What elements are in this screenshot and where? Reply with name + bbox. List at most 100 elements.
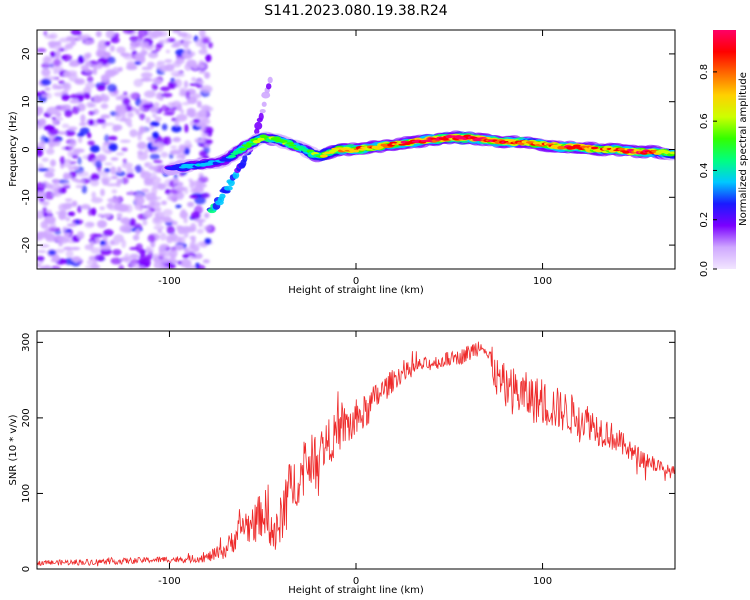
noise-blob: [142, 219, 148, 226]
noise-blob: [100, 114, 111, 119]
noise-blob: [100, 103, 109, 109]
noise-blob: [81, 66, 90, 71]
noise-blob: [171, 259, 178, 264]
noise-blob: [140, 71, 153, 79]
noise-blob: [181, 152, 186, 161]
noise-blob: [107, 70, 119, 75]
noise-blob: [183, 217, 188, 224]
noise-blob: [187, 144, 193, 148]
noise-blob: [145, 246, 151, 253]
noise-blob: [111, 189, 118, 194]
noise-blob: [52, 58, 63, 68]
noise-blob: [95, 49, 105, 58]
noise-blob: [149, 200, 156, 205]
bottom-plot-frame: [36, 330, 676, 570]
noise-blob: [41, 157, 49, 162]
top-y-axis-label: Frequency (Hz): [8, 111, 19, 187]
bottom-x-tick-label: 0: [353, 576, 359, 587]
colorbar-tick-label: 0.2: [699, 212, 710, 228]
noise-blob: [46, 106, 59, 116]
noise-blob: [119, 139, 131, 143]
noise-blob: [132, 234, 140, 241]
noise-blob: [79, 122, 87, 127]
ridge-blob: [440, 137, 449, 141]
noise-blob: [166, 226, 176, 235]
noise-blob: [69, 99, 82, 104]
noise-blob: [105, 30, 115, 39]
top-y-tick-label: -20: [21, 237, 32, 253]
noise-blob: [69, 246, 81, 251]
noise-blob: [197, 109, 208, 118]
noise-blob: [164, 188, 171, 195]
noise-blob: [115, 152, 125, 156]
noise-blob: [158, 250, 166, 258]
noise-blob: [89, 145, 100, 153]
noise-blob: [104, 134, 110, 143]
noise-blob: [135, 97, 142, 107]
noise-blob: [86, 101, 94, 108]
noise-blob: [90, 61, 100, 65]
noise-blob: [202, 139, 213, 145]
noise-blob: [153, 253, 159, 260]
branch-blob: [242, 154, 248, 163]
noise-blob: [43, 171, 55, 178]
noise-blob: [189, 195, 199, 199]
noise-blob: [62, 83, 70, 89]
colorbar-ticks: 0.0 0.2 0.4 0.6 0.8: [699, 64, 717, 277]
noise-blob: [64, 232, 70, 238]
noise-blob: [74, 78, 86, 85]
noise-blob: [154, 215, 161, 223]
noise-blob: [181, 225, 192, 234]
noise-blob: [60, 55, 68, 60]
noise-blob: [136, 249, 148, 254]
noise-blob: [167, 81, 178, 90]
noise-blob: [136, 141, 147, 150]
noise-blob: [86, 76, 94, 83]
noise-blob: [115, 96, 122, 101]
noise-blob: [204, 212, 210, 219]
noise-blob: [170, 145, 178, 149]
noise-blob: [62, 174, 72, 180]
noise-blob: [199, 30, 206, 38]
noise-blob: [99, 244, 112, 250]
noise-blob: [90, 197, 103, 204]
ridge-blob: [590, 146, 599, 150]
noise-blob: [61, 123, 70, 129]
noise-blob: [155, 196, 162, 200]
bottom-x-tick-label: -100: [158, 576, 181, 587]
noise-blob: [68, 126, 78, 131]
noise-blob: [52, 83, 58, 90]
noise-blob: [109, 45, 115, 52]
noise-blob: [58, 203, 68, 212]
noise-blob: [39, 118, 47, 126]
noise-blob: [49, 141, 56, 148]
noise-blob: [135, 108, 140, 115]
noise-blob: [183, 80, 189, 88]
noise-blob: [155, 78, 162, 85]
noise-blob: [190, 188, 199, 194]
top-x-tick-label: 100: [533, 276, 552, 287]
noise-blob: [203, 225, 211, 231]
branch-blob: [261, 101, 267, 107]
noise-blob: [38, 140, 46, 149]
colorbar-gradient: [713, 30, 736, 269]
noise-blob: [189, 235, 197, 240]
noise-blob: [133, 78, 144, 88]
noise-blob: [197, 64, 206, 69]
noise-blob: [196, 252, 203, 260]
noise-blob: [146, 61, 155, 68]
noise-blob: [194, 139, 207, 143]
noise-blob: [153, 102, 160, 108]
noise-blob: [106, 183, 118, 187]
noise-blob: [162, 208, 173, 216]
noise-blob: [42, 56, 52, 64]
noise-blob: [68, 144, 75, 151]
noise-blob: [87, 132, 92, 139]
ridge-blob: [252, 139, 261, 144]
noise-blob: [158, 64, 170, 72]
noise-blob: [54, 235, 67, 242]
noise-blob: [199, 192, 211, 199]
noise-blob: [166, 235, 174, 244]
noise-blob: [173, 244, 184, 251]
noise-blob: [54, 40, 62, 46]
